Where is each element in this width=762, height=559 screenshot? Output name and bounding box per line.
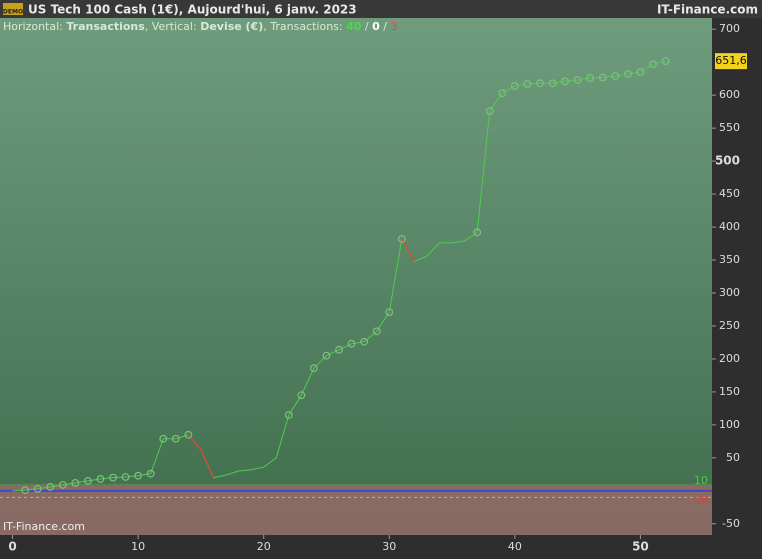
x-tick-label: 10 [131,540,145,553]
high-marker [372,327,381,336]
high-marker [661,57,670,66]
high-marker [96,475,105,483]
y-tick-label: 350 [719,253,740,266]
high-marker [171,434,180,443]
y-tick-label: 700 [719,22,740,35]
high-marker [58,480,67,489]
badge-box [3,3,23,15]
high-marker [335,345,343,354]
wins: 40 [346,20,362,33]
y-tick-label: 300 [719,286,740,299]
subtitle-part: , Transactions: [263,20,346,33]
high-marker [573,76,582,84]
high-marker [46,482,55,491]
high-marker [33,484,42,493]
x-tick-label: 40 [508,540,522,553]
current-value-box [715,53,747,70]
equity-line [12,60,666,492]
high-marker [347,339,356,348]
y-tick-label: 550 [719,121,740,134]
y-tick-label: 400 [719,220,740,233]
high-marker [184,430,193,439]
subtitle: Horizontal: Transactions, Vertical: Devi… [3,20,398,33]
high-marker [159,434,168,443]
high-marker [360,337,369,346]
source: IT-Finance.com [657,3,758,17]
high-marker [598,73,607,82]
loss-segment [200,449,215,478]
even: 0 [372,20,380,33]
chart-title: US Tech 100 Cash (1€), Aujourd'hui, 6 ja… [28,3,357,17]
high-marker [510,82,519,90]
watermark: IT-Finance.com [3,520,85,533]
x-tick-label: 0 [8,540,16,554]
high-marker [310,364,318,373]
high-marker [297,391,306,400]
subtitle-part: , Vertical: [145,20,200,33]
y-tick-label: -50 [722,517,740,530]
high-marker [84,477,92,485]
level-label: 10 [694,474,708,487]
high-marker [649,60,657,69]
header-bar [0,0,762,18]
subtitle-part: Transactions [66,20,145,33]
high-marker [536,79,544,88]
subtitle-part: Horizontal: [3,20,66,33]
badge: DEMO [3,9,23,16]
high-marker [71,479,80,487]
level-label: -10 [690,493,708,506]
y-tick-label: 450 [719,187,740,200]
y-tick-label: 250 [719,319,740,332]
x-tick-label: 50 [632,540,649,554]
x-tick-label: 20 [257,540,271,553]
y-tick-label: 150 [719,385,740,398]
y-tick-label: 500 [715,154,740,168]
high-marker [548,79,557,88]
high-marker [623,70,632,78]
high-marker [498,89,507,98]
high-marker [146,469,155,478]
high-marker [561,77,569,86]
losses: 3 [391,20,398,33]
high-marker [322,351,331,360]
loss-segment [401,238,415,262]
high-marker [121,473,130,481]
high-marker [473,228,482,237]
current-value-label: 651,6 [715,54,747,67]
high-marker [485,107,494,115]
subtitle-part: Devise (€) [200,20,263,33]
high-marker [385,308,394,317]
loss-zone [0,484,712,535]
high-marker [284,411,293,419]
high-marker [523,80,532,88]
plot-area [0,18,712,535]
high-marker [109,473,117,482]
y-tick-label: 200 [719,352,740,365]
high-marker [397,235,406,243]
y-tick-label: 100 [719,418,740,431]
high-marker [21,486,30,495]
high-marker [586,74,595,82]
x-tick-label: 30 [382,540,396,553]
y-tick-label: 600 [719,88,740,101]
high-marker [611,72,620,80]
subtitle-part: / [361,20,372,33]
high-marker [636,68,645,76]
high-marker [134,471,143,480]
y-tick-label: 50 [726,451,740,464]
subtitle-part: / [380,20,391,33]
